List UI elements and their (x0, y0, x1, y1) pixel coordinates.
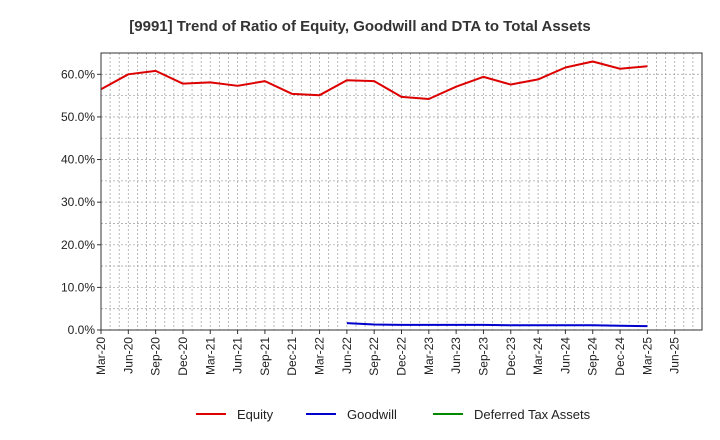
x-tick-label: Sep-21 (258, 337, 272, 376)
plot-area (101, 53, 702, 330)
x-tick-label: Mar-20 (94, 337, 108, 375)
y-tick-label: 10.0% (61, 280, 95, 294)
legend-label: Equity (237, 407, 274, 422)
x-tick-label: Dec-21 (285, 337, 299, 376)
x-tick-label: Sep-20 (149, 337, 163, 376)
y-tick-label: 30.0% (61, 195, 95, 209)
series-layer (100, 60, 648, 328)
x-tick-label: Dec-20 (176, 337, 190, 376)
x-tick-label: Mar-21 (203, 337, 217, 375)
x-tick-label: Mar-23 (422, 337, 436, 375)
x-tick-label: Mar-24 (531, 337, 545, 375)
x-axis: Mar-20 Jun-20 Sep-20 Dec-20 Mar-21 Jun-21 Sep-… (94, 330, 682, 376)
x-tick-label: Jun-20 (121, 337, 135, 374)
x-tick-label: Sep-23 (476, 337, 490, 376)
x-tick-label: Sep-24 (586, 337, 600, 376)
plot-frame (100, 52, 703, 331)
x-tick-label: Jun-24 (558, 337, 572, 374)
x-tick-label: Jun-25 (668, 337, 682, 374)
y-tick-label: 40.0% (61, 153, 95, 167)
series-line-equity (100, 60, 648, 101)
x-tick-label: Dec-22 (395, 337, 409, 376)
x-tick-label: Mar-25 (640, 337, 654, 375)
y-tick-label: 50.0% (61, 110, 95, 124)
series-line-goodwill (346, 322, 648, 328)
x-tick-label: Dec-24 (613, 337, 627, 376)
x-tick-label: Dec-23 (504, 337, 518, 376)
y-tick-label: 20.0% (61, 238, 95, 252)
legend-label: Deferred Tax Assets (474, 407, 591, 422)
chart-title: [9991] Trend of Ratio of Equity, Goodwil… (129, 18, 590, 35)
grid (101, 53, 702, 330)
y-tick-label: 0.0% (68, 323, 96, 337)
legend: Equity Goodwill Deferred Tax Assets (196, 407, 591, 422)
x-tick-label: Jun-23 (449, 337, 463, 374)
y-axis: 0.0% 10.0% 20.0% 30.0% 40.0% 50.0% 60.0% (61, 67, 101, 337)
x-tick-label: Jun-21 (231, 337, 245, 374)
x-tick-label: Mar-22 (313, 337, 327, 375)
x-tick-label: Sep-22 (367, 337, 381, 376)
x-tick-label: Jun-22 (340, 337, 354, 374)
legend-label: Goodwill (347, 407, 397, 422)
y-tick-label: 60.0% (61, 67, 95, 81)
